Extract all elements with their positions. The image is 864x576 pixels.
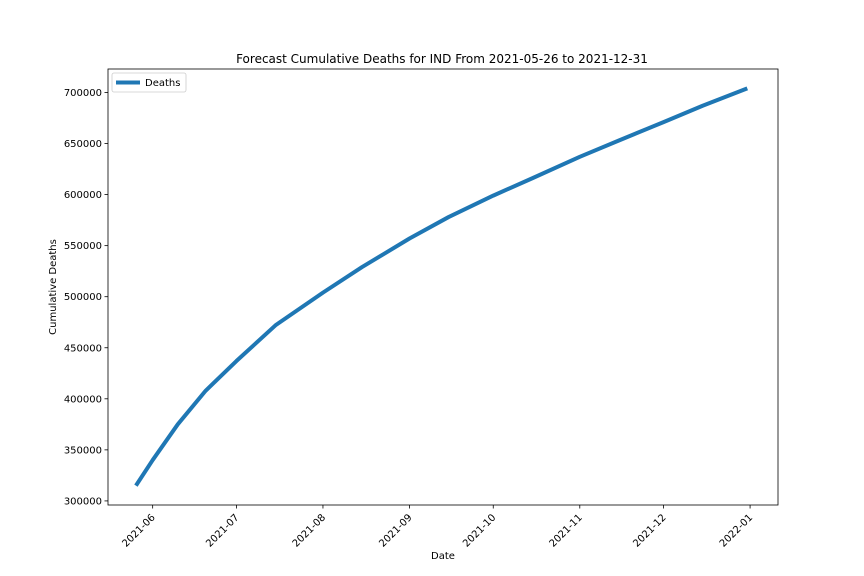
x-tick-label: 2021-08 <box>291 512 328 549</box>
series-line-deaths <box>134 86 749 487</box>
y-tick-label: 550000 <box>64 241 102 252</box>
y-tick-label: 300000 <box>64 496 102 507</box>
x-axis-label: Date <box>431 551 455 562</box>
legend-entry-deaths: Deaths <box>145 78 180 89</box>
x-tick-label: 2021-09 <box>377 512 414 549</box>
series-layer <box>134 86 749 487</box>
plot-frame <box>107 68 779 506</box>
x-tick-label: 2021-12 <box>631 512 668 549</box>
y-tick-label: 650000 <box>64 139 102 150</box>
y-axis: 300000 350000 400000 450000 500000 550000 6000… <box>64 88 108 507</box>
y-tick-label: 400000 <box>64 394 102 405</box>
x-tick-label: 2021-07 <box>204 512 241 549</box>
x-tick-label: 2022-01 <box>718 512 755 549</box>
y-axis-label: Cumulative Deaths <box>48 239 59 335</box>
y-tick-label: 600000 <box>64 190 102 201</box>
x-tick-label: 2021-11 <box>548 512 585 549</box>
chart-title: Forecast Cumulative Deaths for IND From … <box>236 52 648 66</box>
x-axis: 2021-06 2021-07 2021-08 2021-09 2021-10 2021-… <box>120 505 755 550</box>
legend: Deaths <box>111 72 187 93</box>
y-tick-label: 450000 <box>64 343 102 354</box>
legend-box <box>111 72 187 93</box>
y-tick-label: 700000 <box>64 88 102 99</box>
x-tick-label: 2021-06 <box>120 512 157 549</box>
x-tick-label: 2021-10 <box>461 512 498 549</box>
y-tick-label: 500000 <box>64 292 102 303</box>
y-tick-label: 350000 <box>64 445 102 456</box>
